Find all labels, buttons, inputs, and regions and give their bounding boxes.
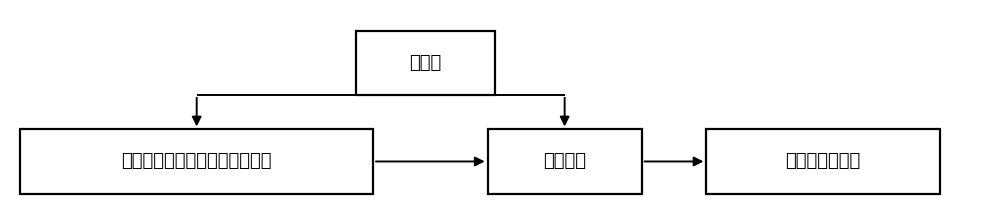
- Text: 载气源: 载气源: [409, 54, 442, 72]
- Bar: [356, 31, 495, 95]
- Bar: [706, 129, 940, 194]
- Bar: [20, 129, 373, 194]
- Text: 光源系统: 光源系统: [543, 152, 586, 170]
- Text: 微等离子体诱导蒸气发生器单元: 微等离子体诱导蒸气发生器单元: [121, 152, 272, 170]
- Bar: [488, 129, 642, 194]
- Text: 分光和检测系统: 分光和检测系统: [786, 152, 861, 170]
